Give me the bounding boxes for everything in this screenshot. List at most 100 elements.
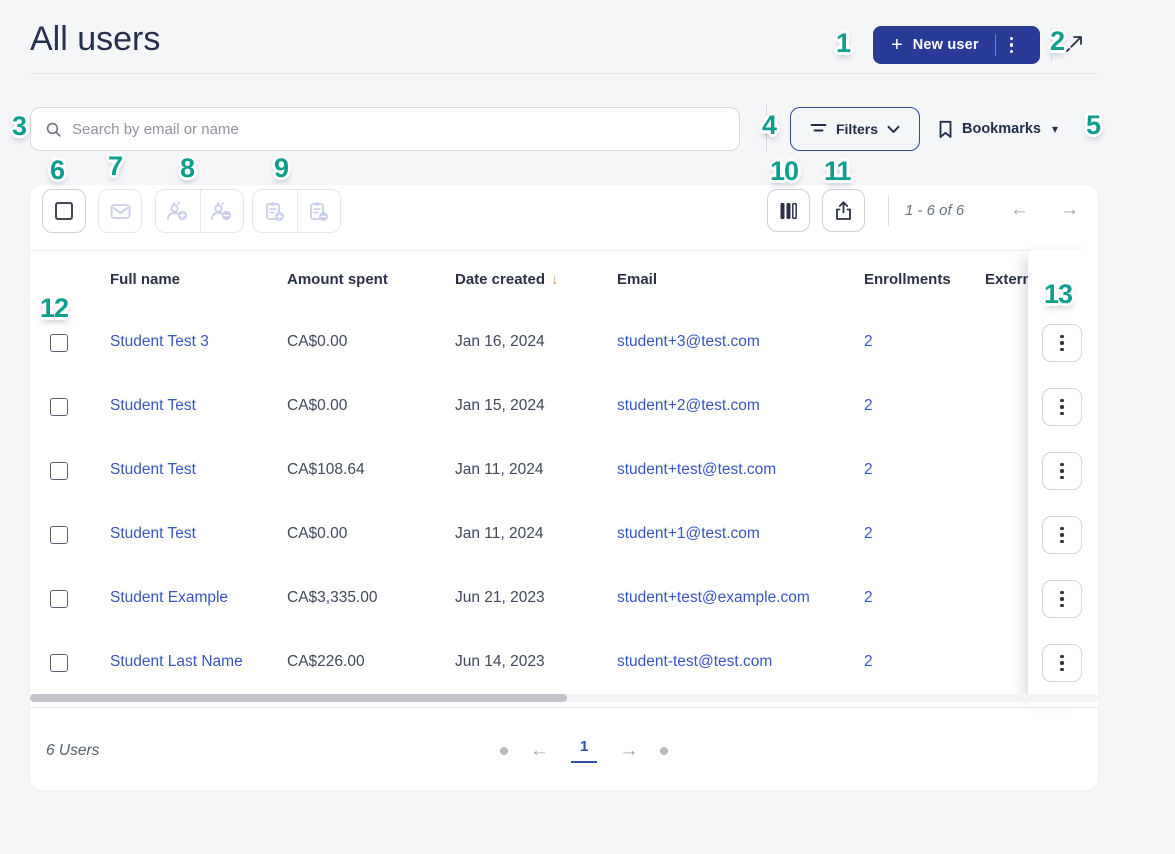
kebab-icon bbox=[1060, 398, 1064, 403]
enrollments-link[interactable]: 2 bbox=[864, 333, 873, 350]
pagination-range: 1 - 6 of 6 bbox=[905, 202, 965, 219]
search-vertical-divider bbox=[766, 104, 767, 152]
date-created-cell: Jan 11, 2024 bbox=[455, 461, 544, 478]
column-header-enrollments[interactable]: Enrollments bbox=[864, 271, 951, 288]
row-checkbox[interactable] bbox=[50, 398, 68, 416]
row-checkbox[interactable] bbox=[50, 334, 68, 352]
user-name-link[interactable]: Student Test bbox=[110, 461, 196, 478]
row-checkbox[interactable] bbox=[50, 526, 68, 544]
row-checkbox[interactable] bbox=[50, 462, 68, 480]
remove-user-from-group-icon bbox=[211, 202, 232, 221]
user-name-link[interactable]: Student Last Name bbox=[110, 653, 243, 670]
pagination-dot-left bbox=[500, 746, 508, 755]
horizontal-scrollbar-thumb[interactable] bbox=[30, 694, 567, 702]
kebab-icon bbox=[1060, 526, 1064, 531]
row-checkbox[interactable] bbox=[50, 590, 68, 608]
remove-from-group-button[interactable] bbox=[199, 190, 244, 232]
export-icon bbox=[836, 201, 851, 220]
unenroll-clipboard-minus-icon bbox=[310, 202, 329, 221]
horizontal-scrollbar-track[interactable] bbox=[30, 694, 1098, 702]
column-header-email[interactable]: Email bbox=[617, 271, 658, 288]
enrollments-link[interactable]: 2 bbox=[864, 525, 873, 542]
row-checkbox[interactable] bbox=[50, 654, 68, 672]
filters-label: Filters bbox=[835, 121, 878, 137]
column-header-full-name[interactable]: Full name bbox=[110, 271, 181, 288]
annotation-9: 9 bbox=[274, 153, 289, 183]
enrollments-link[interactable]: 2 bbox=[864, 397, 873, 414]
send-email-button[interactable] bbox=[98, 189, 142, 233]
email-link[interactable]: student-test@test.com bbox=[617, 653, 773, 670]
pagination-prev-button[interactable]: ← bbox=[530, 739, 549, 761]
row-actions-button[interactable] bbox=[1042, 644, 1082, 682]
table-row: Student Test CA$0.00 Jan 15, 2024 studen… bbox=[0, 375, 1098, 439]
row-actions-button[interactable] bbox=[1042, 452, 1082, 490]
amount-spent-cell: CA$3,335.00 bbox=[287, 589, 378, 606]
amount-spent-cell: CA$0.00 bbox=[287, 525, 348, 542]
table-top-border bbox=[30, 250, 1098, 251]
column-header-external[interactable]: Extern bbox=[985, 271, 1032, 288]
amount-spent-cell: CA$0.00 bbox=[287, 397, 348, 414]
annotation-11: 11 bbox=[824, 156, 852, 186]
annotation-5: 5 bbox=[1086, 110, 1101, 140]
table-row: Student Test 3 CA$0.00 Jan 16, 2024 stud… bbox=[0, 311, 1098, 375]
chevron-down-icon bbox=[887, 125, 900, 133]
annotation-8: 8 bbox=[180, 153, 195, 183]
row-actions-button[interactable] bbox=[1042, 324, 1082, 362]
email-link[interactable]: student+3@test.com bbox=[617, 333, 760, 350]
email-link[interactable]: student+2@test.com bbox=[617, 397, 760, 414]
expand-button[interactable] bbox=[1058, 30, 1090, 60]
sort-desc-icon: ↓ bbox=[551, 271, 559, 288]
date-created-cell: Jun 21, 2023 bbox=[455, 589, 545, 606]
select-all-button[interactable] bbox=[42, 189, 86, 233]
header-vertical-divider bbox=[1051, 28, 1052, 62]
annotation-3: 3 bbox=[12, 111, 27, 141]
pagination-current-page[interactable]: 1 bbox=[571, 738, 598, 763]
toolbar-divider bbox=[888, 196, 889, 226]
row-actions-button[interactable] bbox=[1042, 516, 1082, 554]
unenroll-button[interactable] bbox=[296, 190, 341, 232]
annotation-13: 13 bbox=[1044, 279, 1073, 309]
row-actions-button[interactable] bbox=[1042, 580, 1082, 618]
bookmark-icon bbox=[939, 120, 952, 138]
column-header-date-created[interactable]: Date created ↓ bbox=[455, 271, 559, 288]
enroll-button[interactable] bbox=[253, 190, 297, 232]
email-icon bbox=[110, 203, 130, 219]
page-title: All users bbox=[30, 20, 161, 58]
next-page-arrow[interactable]: → bbox=[1060, 199, 1079, 220]
users-table-card bbox=[30, 185, 1098, 790]
export-button[interactable] bbox=[822, 189, 865, 232]
pagination-next-button[interactable]: → bbox=[619, 739, 639, 761]
search-input[interactable] bbox=[72, 120, 692, 138]
annotation-2: 2 bbox=[1050, 26, 1065, 56]
kebab-icon bbox=[1060, 654, 1064, 659]
enrollments-link[interactable]: 2 bbox=[864, 589, 873, 606]
table-row: Student Example CA$3,335.00 Jun 21, 2023… bbox=[0, 567, 1098, 631]
kebab-icon bbox=[1060, 462, 1064, 467]
amount-spent-cell: CA$0.00 bbox=[287, 333, 348, 350]
email-link[interactable]: student+test@test.com bbox=[617, 461, 777, 478]
columns-icon bbox=[780, 202, 797, 219]
header-divider bbox=[30, 73, 1098, 74]
table-row: Student Test CA$108.64 Jan 11, 2024 stud… bbox=[0, 439, 1098, 503]
new-user-button[interactable]: + New user bbox=[873, 26, 1040, 64]
row-actions-button[interactable] bbox=[1042, 388, 1082, 426]
columns-settings-button[interactable] bbox=[767, 189, 810, 232]
bookmarks-button[interactable]: Bookmarks ▾ bbox=[938, 110, 1058, 148]
user-name-link[interactable]: Student Example bbox=[110, 589, 229, 606]
enrollments-link[interactable]: 2 bbox=[864, 461, 873, 478]
date-created-cell: Jun 14, 2023 bbox=[455, 653, 545, 670]
user-name-link[interactable]: Student Test 3 bbox=[110, 333, 209, 350]
user-name-link[interactable]: Student Test bbox=[110, 525, 196, 542]
select-all-checkbox[interactable] bbox=[55, 202, 73, 220]
user-name-link[interactable]: Student Test bbox=[110, 397, 196, 414]
email-link[interactable]: student+test@example.com bbox=[617, 589, 810, 606]
prev-page-arrow[interactable]: ← bbox=[1010, 199, 1029, 220]
filters-button[interactable]: Filters bbox=[790, 107, 920, 151]
enrollments-link[interactable]: 2 bbox=[864, 653, 873, 670]
users-count: 6 Users bbox=[46, 742, 100, 759]
new-user-more-icon[interactable] bbox=[1009, 36, 1014, 54]
add-to-group-button[interactable] bbox=[156, 190, 200, 232]
email-link[interactable]: student+1@test.com bbox=[617, 525, 760, 542]
column-header-amount-spent[interactable]: Amount spent bbox=[287, 271, 388, 288]
